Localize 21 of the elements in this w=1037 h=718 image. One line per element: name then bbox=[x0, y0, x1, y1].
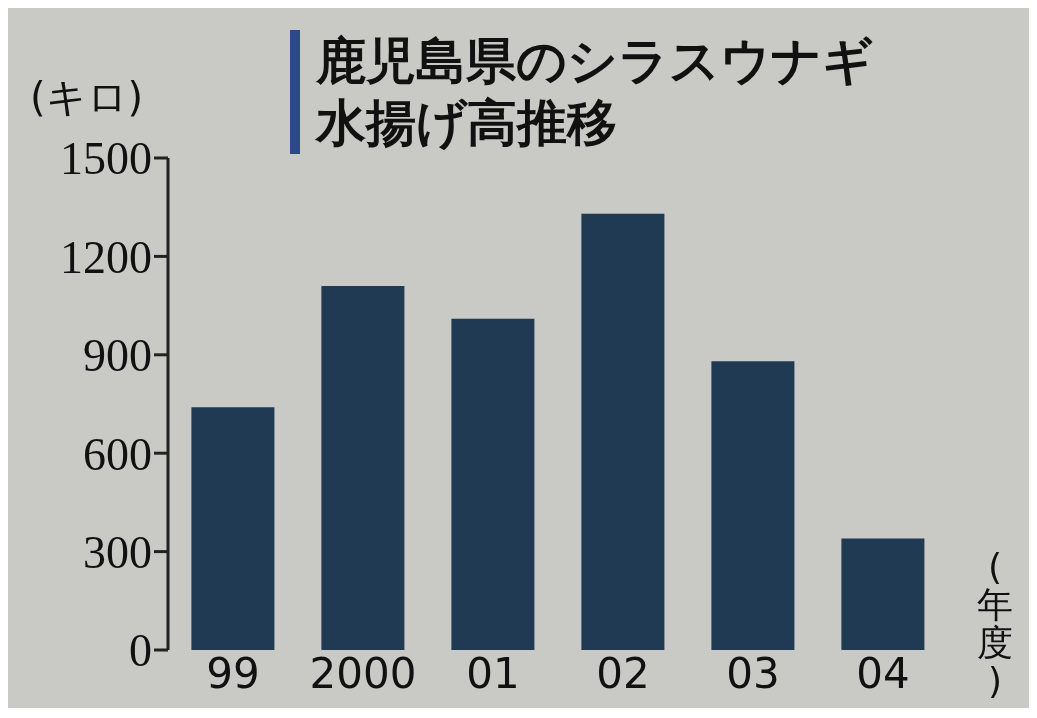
x-tick-label: 2000 bbox=[309, 648, 417, 698]
y-tick-label: 1500 bbox=[60, 133, 152, 185]
y-tick-label: 600 bbox=[83, 428, 152, 480]
bar bbox=[451, 318, 535, 650]
bar bbox=[191, 407, 275, 650]
y-tick-label: 0 bbox=[129, 625, 152, 677]
y-tick-label: 1200 bbox=[60, 231, 152, 283]
bar bbox=[841, 538, 925, 650]
x-tick-label: 02 bbox=[596, 648, 650, 698]
bar bbox=[321, 285, 405, 650]
x-tick-label: 04 bbox=[856, 648, 910, 698]
x-tick-label: 99 bbox=[206, 648, 260, 698]
chart-title: 鹿児島県のシラスウナギ水揚げ高推移 bbox=[316, 31, 874, 154]
x-axis-title: (年度) bbox=[976, 546, 1014, 701]
y-tick-label: 900 bbox=[83, 330, 152, 382]
x-tick-label: 03 bbox=[726, 648, 780, 698]
x-tick-label: 01 bbox=[466, 648, 520, 698]
bar bbox=[711, 361, 795, 650]
y-tick-label: 300 bbox=[83, 526, 152, 578]
y-axis-title: (キロ) bbox=[30, 73, 144, 122]
bar bbox=[581, 213, 665, 650]
